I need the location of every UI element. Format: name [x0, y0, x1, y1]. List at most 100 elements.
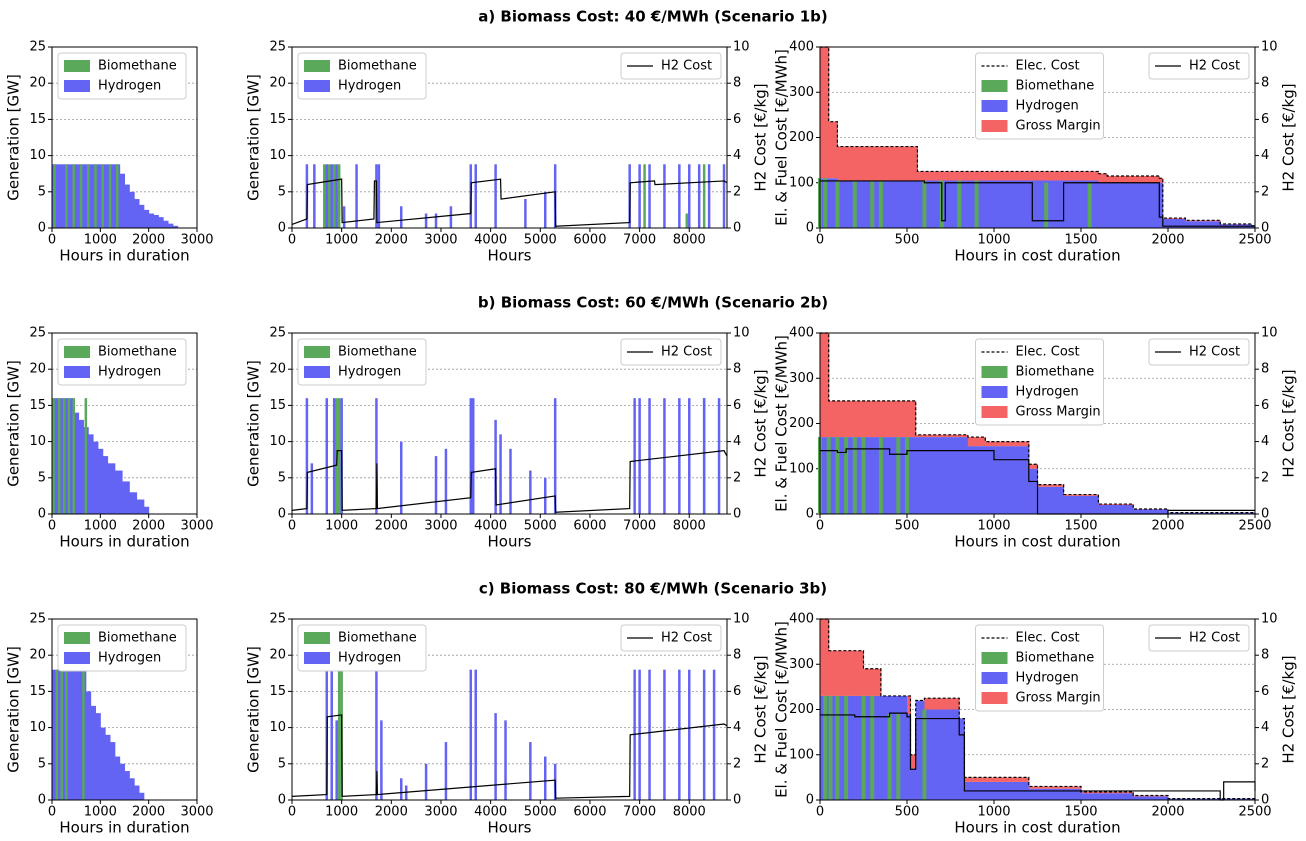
x-tick-label: 7000	[623, 519, 656, 534]
y-tick-label: 0	[278, 507, 286, 522]
bar	[337, 669, 341, 800]
area-step	[820, 47, 830, 179]
x-tick-label: 0	[816, 233, 824, 248]
y-tick-label: 300	[789, 85, 814, 100]
y-tick-label: 5	[278, 470, 286, 485]
row-title: b) Biomass Cost: 60 €/MWh (Scenario 2b)	[478, 294, 828, 312]
bar	[474, 164, 477, 228]
bar	[335, 720, 338, 800]
area-step	[1028, 468, 1038, 514]
y-tick-label: 15	[269, 684, 286, 699]
y-tick-label: 200	[789, 130, 814, 145]
line	[820, 46, 1255, 227]
bar	[828, 695, 833, 800]
area-step	[1081, 791, 1134, 794]
line	[291, 714, 728, 799]
y2-tick-label: 8	[733, 76, 741, 91]
legend-swatch	[304, 80, 330, 92]
y2-axis-label: H2 Cost [€/kg]	[752, 83, 770, 191]
legend-swatch	[981, 366, 1008, 378]
bar	[310, 463, 314, 514]
bar	[896, 714, 901, 800]
legend-swatch	[64, 60, 90, 72]
area-step	[1107, 175, 1160, 183]
y2-tick-label: 10	[1261, 612, 1278, 627]
plot-frame	[291, 618, 728, 801]
y2-axis-label: H2 Cost [€/kg]	[1280, 655, 1298, 763]
y2-tick-label: 8	[1261, 76, 1269, 91]
area-step	[964, 777, 1030, 782]
legend-swatch	[981, 406, 1008, 418]
x-tick-label: 1500	[1064, 519, 1097, 534]
area-step	[110, 742, 116, 800]
y-tick-label: 20	[29, 76, 46, 91]
bar	[638, 398, 641, 514]
bar	[688, 164, 691, 228]
bar	[434, 213, 438, 228]
legend-label: Hydrogen	[338, 79, 401, 94]
y-tick-label: 5	[278, 184, 286, 199]
x-tick-label: 1000	[84, 805, 117, 820]
area-step	[985, 446, 1030, 514]
area-step	[917, 171, 1099, 181]
x-tick-label: 2500	[1238, 233, 1271, 248]
bar	[852, 180, 857, 228]
x-tick-label: 1000	[977, 233, 1010, 248]
x-tick-label: 7000	[623, 233, 656, 248]
bar	[697, 164, 701, 228]
area-step	[1028, 786, 1082, 789]
bar	[469, 669, 473, 800]
legend-label: Hydrogen	[338, 651, 401, 666]
bar	[53, 164, 56, 228]
legend-swatch	[981, 386, 1008, 398]
y2-tick-label: 4	[733, 720, 741, 735]
legend-box	[1148, 624, 1250, 652]
area-step	[52, 164, 116, 228]
bar	[325, 164, 329, 228]
x-tick-label: 8000	[673, 519, 706, 534]
bar	[835, 695, 840, 800]
area-step	[163, 220, 169, 228]
bar	[663, 669, 666, 800]
bar	[663, 164, 666, 228]
bar	[957, 180, 962, 228]
area-step	[820, 437, 830, 514]
bar	[688, 669, 691, 800]
plot-frame	[51, 46, 198, 229]
x-tick-label: 6000	[573, 805, 606, 820]
area-step	[907, 695, 911, 715]
y-tick-label: 25	[29, 40, 46, 55]
bar	[878, 180, 883, 228]
x-tick-label: 4000	[474, 519, 507, 534]
x-axis-label: Hours in duration	[59, 533, 189, 551]
area-step	[1037, 484, 1065, 487]
legend-label: Biomethane	[1016, 79, 1095, 94]
y2-tick-label: 2	[1261, 184, 1269, 199]
bar	[844, 437, 849, 514]
legend-box	[620, 52, 722, 80]
y-tick-label: 100	[789, 461, 814, 476]
x-tick-label: 3000	[424, 805, 457, 820]
legend-box	[1148, 338, 1250, 366]
bar	[325, 398, 329, 514]
bar	[544, 477, 547, 514]
legend-swatch	[981, 672, 1008, 684]
y-tick-label: 100	[789, 747, 814, 762]
y2-tick-label: 4	[1261, 720, 1269, 735]
y-tick-label: 0	[278, 793, 286, 808]
bar	[79, 164, 83, 228]
y2-tick-label: 0	[733, 221, 741, 236]
y-tick-label: 15	[29, 684, 46, 699]
area-step	[863, 668, 882, 696]
y-tick-label: 25	[29, 612, 46, 627]
bar	[494, 713, 497, 800]
area-step	[924, 698, 960, 710]
x-tick-label: 0	[816, 805, 824, 820]
y-tick-label: 300	[789, 657, 814, 672]
area-step	[828, 121, 838, 179]
y-tick-label: 400	[789, 40, 814, 55]
y2-tick-label: 0	[1261, 793, 1269, 808]
x-axis-label: Hours in duration	[59, 247, 189, 265]
bar	[444, 742, 448, 800]
legend-box	[975, 52, 1104, 140]
